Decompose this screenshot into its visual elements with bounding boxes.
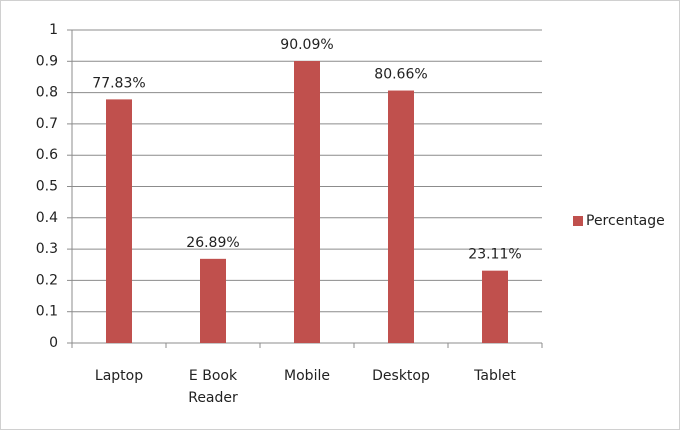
- bar: [200, 258, 226, 343]
- x-tick-label: Laptop: [94, 368, 144, 384]
- y-tick-label: 0.8: [36, 85, 58, 101]
- y-tick-label: 0.2: [36, 272, 58, 288]
- x-tick-label: Desktop: [372, 368, 430, 384]
- y-tick-label: 0.6: [36, 147, 58, 163]
- y-tick-label: 0.1: [36, 304, 58, 320]
- value-label: 26.89%: [186, 235, 239, 251]
- x-tick-label: Mobile: [284, 368, 330, 384]
- y-tick-label: 0.3: [36, 241, 58, 257]
- y-tick-label: 0.7: [36, 116, 58, 132]
- value-label: 23.11%: [468, 247, 521, 263]
- legend-swatch: [573, 216, 583, 226]
- y-tick-label: 0.5: [36, 179, 58, 195]
- y-tick-label: 0.9: [36, 53, 58, 69]
- x-tick-label: E Book Reader: [188, 368, 238, 406]
- bar: [482, 270, 508, 343]
- bar: [294, 61, 320, 343]
- y-tick-label: 0: [49, 335, 58, 351]
- bar: [106, 99, 132, 344]
- value-label: 77.83%: [92, 75, 145, 91]
- y-tick-label: 1: [49, 22, 58, 38]
- y-tick-label: 0.4: [36, 210, 58, 226]
- bar: [388, 90, 414, 343]
- legend-label: Percentage: [586, 213, 665, 229]
- value-label: 80.66%: [374, 67, 427, 83]
- x-tick-label: Tablet: [474, 368, 516, 384]
- value-label: 90.09%: [280, 37, 333, 53]
